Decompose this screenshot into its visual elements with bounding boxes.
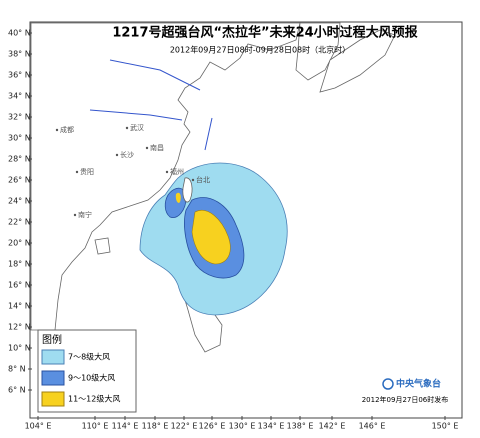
lon-tick-label: 122° E [171, 422, 198, 431]
map-title: 1217号超强台风“杰拉华”未来24小时过程大风预报 [112, 25, 418, 41]
city-dot [145, 146, 149, 150]
hainan [94, 237, 111, 255]
map-subtitle: 2012年09月27日08时-09月28日08时（北京时） [170, 45, 350, 55]
lon-tick-label: 150° E [432, 422, 459, 431]
lat-tick-label: 12° N [8, 323, 31, 332]
mainland [30, 22, 301, 331]
lat-tick-label: 30° N [8, 134, 31, 143]
legend-label: 9～10级大风 [68, 373, 115, 383]
lat-tick-label: 38° N [8, 50, 31, 59]
city-dot [191, 178, 195, 182]
city-label: 贵阳 [80, 167, 94, 176]
lat-tick-label: 24° N [8, 197, 31, 206]
city-dot [75, 170, 79, 174]
korea-japan [295, 22, 341, 81]
lat-tick-label: 8° N [8, 365, 26, 374]
city-label: 南昌 [150, 143, 164, 152]
wind-zone-11-12-west [175, 192, 181, 203]
lat-tick-label: 14° N [8, 302, 31, 311]
lon-tick-label: 130° E [229, 422, 256, 431]
lon-tick-label: 104° E [25, 422, 52, 431]
lon-tick-label: 146° E [359, 422, 386, 431]
legend-label: 11～12级大风 [68, 394, 120, 404]
issue-time: 2012年09月27日06时发布 [362, 395, 449, 404]
city-label: 长沙 [120, 150, 134, 159]
city-label: 台北 [196, 175, 210, 184]
legend-title: 图例 [42, 333, 62, 346]
wind-zone-11-12 [191, 210, 231, 265]
city-dot [165, 170, 169, 174]
lon-tick-label: 126° E [199, 422, 226, 431]
lat-tick-label: 22° N [8, 218, 31, 227]
lon-tick-label: 114° E [112, 422, 139, 431]
lat-tick-label: 34° N [8, 92, 31, 101]
lat-tick-label: 36° N [8, 71, 31, 80]
lat-tick-label: 16° N [8, 281, 31, 290]
lon-tick-label: 134° E [258, 422, 285, 431]
lat-tick-label: 18° N [8, 260, 31, 269]
lon-tick-label: 142° E [319, 422, 346, 431]
city-label: 福州 [170, 167, 184, 176]
legend-swatch [41, 391, 65, 407]
lat-tick-label: 40° N [8, 29, 31, 38]
lon-tick-label: 118° E [142, 422, 169, 431]
taiwan [182, 177, 193, 203]
lat-tick-label: 28° N [8, 155, 31, 164]
city-dot [115, 153, 119, 157]
lat-tick-label: 32° N [8, 113, 31, 122]
lat-tick-label: 20° N [8, 239, 31, 248]
legend-label: 7～8级大风 [68, 352, 110, 362]
city-dot [73, 213, 77, 217]
rivers [89, 59, 213, 151]
legend: 图例 7～8级大风 9～10级大风 11～12级大风 [37, 329, 137, 413]
lon-tick-label: 110° E [82, 422, 109, 431]
lat-tick-label: 26° N [8, 176, 31, 185]
city-label: 武汉 [130, 123, 144, 132]
city-label: 南宁 [78, 210, 92, 219]
agency-logo [382, 378, 394, 390]
wind-zone-9-10-west [164, 187, 187, 218]
legend-swatch [41, 349, 65, 365]
lon-tick-label: 138° E [287, 422, 314, 431]
city-dot [125, 126, 129, 130]
city-label: 成都 [60, 125, 74, 134]
city-dot [55, 128, 59, 132]
legend-swatch [41, 370, 65, 386]
lat-tick-label: 10° N [8, 344, 31, 353]
lat-tick-label: 6° N [8, 386, 26, 395]
japan [319, 29, 396, 93]
agency-name: 中央气象台 [396, 378, 441, 390]
